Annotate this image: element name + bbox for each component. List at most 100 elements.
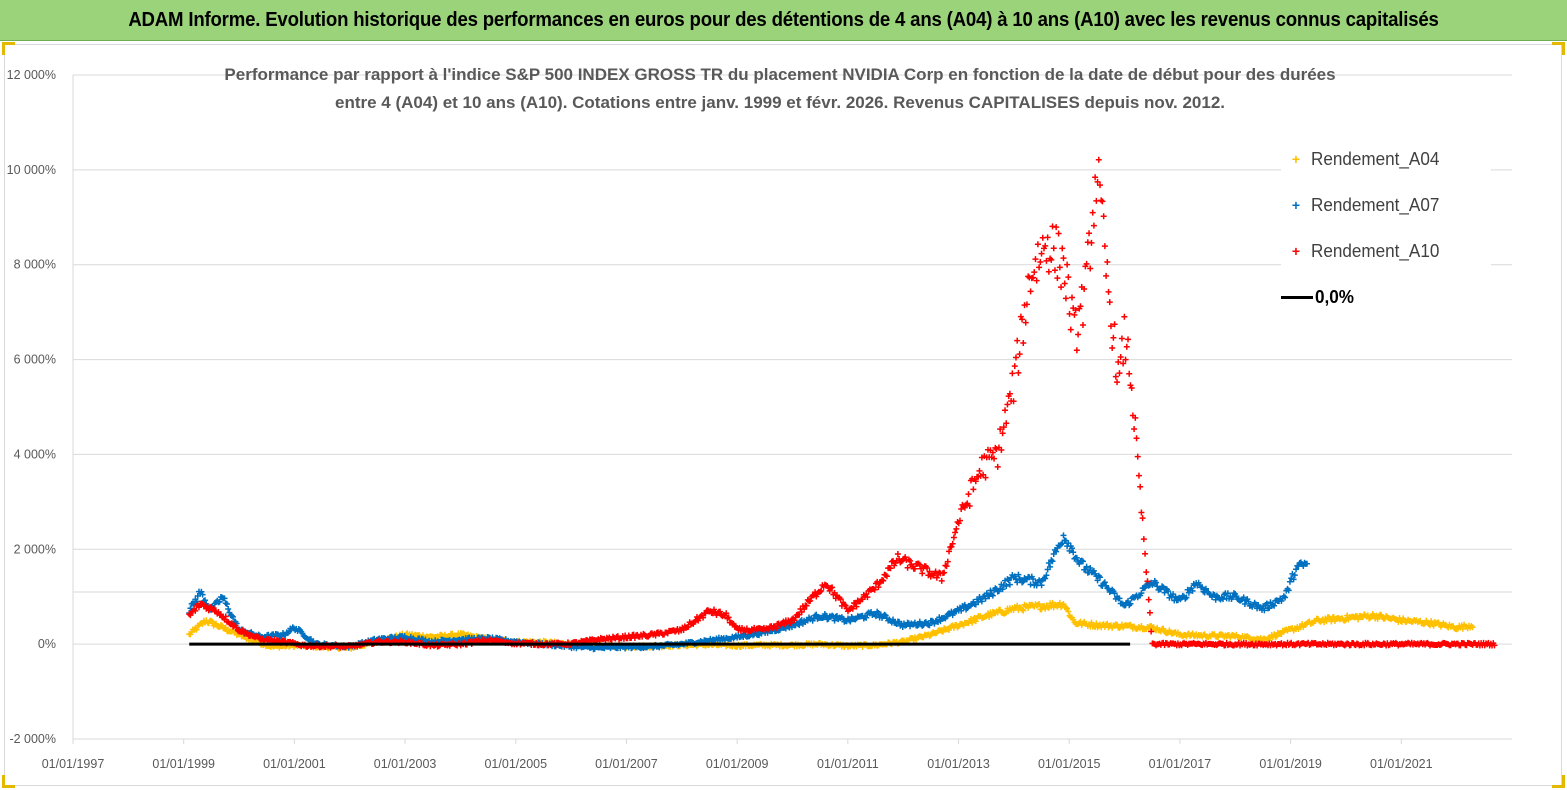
data-point xyxy=(1140,536,1147,543)
data-point xyxy=(813,611,820,618)
data-point xyxy=(1086,230,1093,237)
data-point xyxy=(882,612,889,619)
data-point xyxy=(958,607,965,614)
data-point xyxy=(1261,607,1268,614)
x-tick-label: 01/01/2003 xyxy=(374,757,437,771)
data-point xyxy=(1115,359,1122,366)
data-point xyxy=(1199,584,1206,591)
data-point xyxy=(225,606,232,613)
data-point xyxy=(1101,579,1108,586)
data-point xyxy=(717,608,724,615)
data-point xyxy=(1127,600,1134,607)
data-point xyxy=(871,586,878,593)
data-point xyxy=(1126,370,1133,377)
data-point xyxy=(1269,601,1276,608)
data-point xyxy=(982,595,989,602)
y-tick-label: -2 000% xyxy=(9,732,56,746)
data-point xyxy=(796,622,803,629)
data-point xyxy=(907,557,914,564)
data-point xyxy=(1059,540,1066,547)
x-tick-label: 01/01/2011 xyxy=(817,757,879,771)
resize-handle-top-left[interactable] xyxy=(2,42,15,55)
data-point xyxy=(1043,572,1050,579)
data-point xyxy=(875,584,882,591)
data-point xyxy=(1098,197,1105,204)
data-point xyxy=(1027,581,1034,588)
data-point xyxy=(1095,156,1102,163)
y-tick-label: 0% xyxy=(38,637,56,651)
data-point xyxy=(1290,576,1297,583)
data-point xyxy=(1210,591,1217,598)
data-point xyxy=(880,577,887,584)
data-point xyxy=(999,430,1006,437)
y-tick-label: 2 000% xyxy=(14,542,56,556)
data-point xyxy=(198,588,205,595)
data-point xyxy=(1060,532,1067,539)
data-point xyxy=(879,577,886,584)
data-point xyxy=(807,597,814,604)
data-point xyxy=(1064,605,1071,612)
data-point xyxy=(1100,213,1107,220)
data-point xyxy=(222,624,229,631)
data-point xyxy=(230,613,237,620)
data-point xyxy=(1017,313,1024,320)
data-point xyxy=(1103,272,1110,279)
data-point xyxy=(1073,554,1080,561)
data-point xyxy=(919,570,926,577)
data-point xyxy=(1153,579,1160,586)
data-point xyxy=(1097,574,1103,581)
data-point xyxy=(1054,275,1061,282)
data-point xyxy=(911,565,918,572)
data-point xyxy=(1110,334,1117,341)
data-point xyxy=(953,525,960,532)
data-point xyxy=(1081,285,1088,292)
x-axis-ticks: 01/01/1997 01/01/1999 01/01/2001 01/01/2003… xyxy=(42,739,1433,771)
report-banner: ADAM Informe. Evolution historique des p… xyxy=(0,0,1567,41)
data-point xyxy=(1367,614,1374,621)
x-tick-label: 01/01/2015 xyxy=(1038,757,1101,771)
resize-handle-bottom-left[interactable] xyxy=(2,775,15,788)
data-point xyxy=(948,543,955,550)
data-point xyxy=(1293,566,1300,573)
data-point xyxy=(1034,601,1041,608)
data-point xyxy=(1099,198,1106,205)
data-point xyxy=(941,569,948,576)
data-point xyxy=(852,616,859,623)
data-point xyxy=(1055,230,1062,237)
data-point xyxy=(1219,596,1226,603)
y-tick-label: 6 000% xyxy=(14,353,56,367)
data-point xyxy=(1143,569,1150,576)
data-point xyxy=(1138,509,1145,516)
data-point xyxy=(1453,626,1460,633)
data-point xyxy=(946,548,953,555)
data-point xyxy=(1079,321,1086,328)
data-point xyxy=(1048,557,1055,564)
data-point xyxy=(966,502,973,509)
legend-label: 0,0% xyxy=(1315,286,1354,307)
data-point xyxy=(1036,264,1043,271)
data-point xyxy=(882,572,889,579)
data-point xyxy=(972,478,979,485)
x-tick-label: 01/01/1997 xyxy=(42,757,105,771)
data-point xyxy=(864,594,871,601)
data-point xyxy=(1033,277,1040,284)
data-point xyxy=(1109,344,1116,351)
data-point xyxy=(998,446,1005,453)
data-point xyxy=(989,449,996,456)
data-point xyxy=(943,563,950,570)
data-marks xyxy=(186,156,1498,653)
data-point xyxy=(952,529,959,536)
data-point xyxy=(1116,370,1123,377)
resize-handle-bottom-right[interactable] xyxy=(1552,775,1565,788)
data-point xyxy=(837,596,844,603)
data-point xyxy=(1047,563,1054,570)
data-point xyxy=(972,618,979,625)
data-point xyxy=(1090,567,1097,574)
data-point xyxy=(982,474,989,481)
data-point xyxy=(277,633,284,640)
data-point xyxy=(916,561,923,568)
data-point xyxy=(938,577,945,584)
resize-handle-top-right[interactable] xyxy=(1552,42,1565,55)
data-point xyxy=(725,614,732,621)
data-point xyxy=(1146,609,1153,616)
